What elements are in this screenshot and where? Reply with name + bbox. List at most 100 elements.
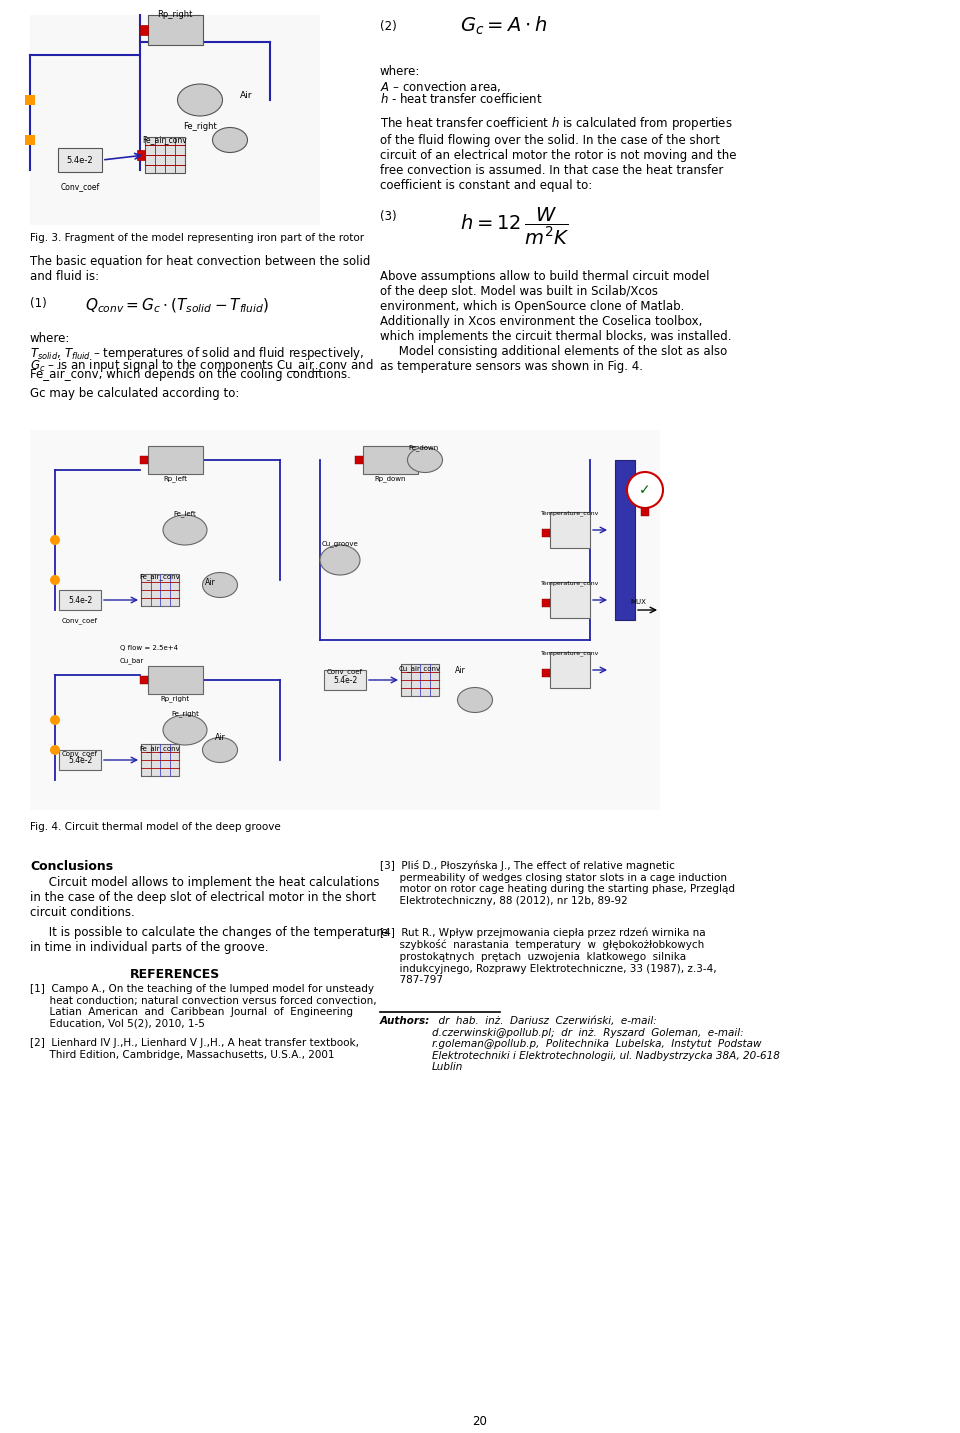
FancyBboxPatch shape [148, 14, 203, 44]
Text: 5.4e-2: 5.4e-2 [66, 156, 93, 165]
Ellipse shape [178, 85, 223, 116]
FancyBboxPatch shape [363, 446, 418, 474]
Ellipse shape [407, 447, 443, 473]
Bar [550, 512, 590, 547]
Text: Conv_coef: Conv_coef [327, 668, 363, 675]
Ellipse shape [203, 573, 237, 598]
Text: It is possible to calculate the changes of the temperature
in time in individual: It is possible to calculate the changes … [30, 926, 389, 954]
Text: $Q_{conv} = G_c \cdot (T_{solid} - T_{fluid})$: $Q_{conv} = G_c \cdot (T_{solid} - T_{fl… [85, 297, 270, 315]
Bar [139, 24, 148, 34]
Text: Rp_right: Rp_right [160, 695, 189, 702]
Text: 5.4e-2: 5.4e-2 [68, 596, 92, 605]
Bar [141, 575, 179, 606]
Text: $T_{solid}$, $T_{fluid}$ – temperatures of solid and fluid respectively,: $T_{solid}$, $T_{fluid}$ – temperatures … [30, 345, 364, 363]
Text: (2): (2) [380, 20, 396, 33]
Bar [542, 669, 550, 676]
Text: Temperature_conv: Temperature_conv [540, 510, 599, 516]
Bar [30, 14, 320, 225]
Text: Above assumptions allow to build thermal circuit model
of the deep slot. Model w: Above assumptions allow to build thermal… [380, 269, 732, 373]
Text: $h = 12\,\dfrac{W}{m^2 K}$: $h = 12\,\dfrac{W}{m^2 K}$ [460, 205, 569, 246]
Text: Temperature_conv: Temperature_conv [540, 651, 599, 656]
Text: Air: Air [205, 577, 216, 586]
Bar [550, 652, 590, 688]
Bar [139, 456, 148, 464]
Text: where:: where: [380, 64, 420, 77]
Bar [401, 663, 439, 696]
Text: Fe_air_conv: Fe_air_conv [139, 745, 180, 752]
Ellipse shape [320, 545, 360, 575]
Bar [137, 150, 145, 160]
Text: 5.4e-2: 5.4e-2 [68, 755, 92, 764]
Text: Rp_right: Rp_right [157, 10, 193, 19]
FancyBboxPatch shape [58, 148, 102, 172]
Text: Fe_left: Fe_left [174, 510, 197, 517]
Bar [615, 460, 635, 620]
Text: Rp_down: Rp_down [374, 476, 406, 481]
FancyBboxPatch shape [148, 666, 203, 694]
Text: Authors:: Authors: [380, 1016, 430, 1026]
Text: The basic equation for heat convection between the solid
and fluid is:: The basic equation for heat convection b… [30, 255, 371, 282]
Text: [1]  Campo A., On the teaching of the lumped model for unsteady
      heat condu: [1] Campo A., On the teaching of the lum… [30, 984, 376, 1029]
Text: Cu_bar: Cu_bar [120, 656, 144, 663]
Bar [542, 529, 550, 537]
Text: (3): (3) [380, 211, 396, 224]
Text: Fe_right: Fe_right [171, 709, 199, 716]
Ellipse shape [458, 688, 492, 712]
Bar [30, 430, 660, 810]
Text: $A$ – convection area,: $A$ – convection area, [380, 79, 501, 95]
Text: (1): (1) [30, 297, 47, 310]
FancyBboxPatch shape [59, 590, 101, 610]
Text: Fe_down: Fe_down [408, 444, 439, 451]
Text: Fe_right: Fe_right [183, 122, 217, 130]
Bar [145, 138, 185, 173]
Text: ✓: ✓ [639, 483, 651, 497]
Text: Circuit model allows to implement the heat calculations
in the case of the deep : Circuit model allows to implement the he… [30, 876, 379, 919]
Circle shape [50, 535, 60, 545]
Text: [2]  Lienhard IV J.,H., Lienhard V J.,H., A heat transfer textbook,
      Third : [2] Lienhard IV J.,H., Lienhard V J.,H.,… [30, 1037, 359, 1059]
Text: Air: Air [215, 734, 226, 742]
Bar [641, 509, 649, 516]
Text: 20: 20 [472, 1414, 488, 1429]
Ellipse shape [203, 738, 237, 762]
Bar [25, 95, 35, 105]
Ellipse shape [212, 128, 248, 152]
Text: $G_c = A \cdot h$: $G_c = A \cdot h$ [460, 14, 547, 37]
Text: Gc may be calculated according to:: Gc may be calculated according to: [30, 387, 239, 400]
Circle shape [627, 471, 663, 509]
Text: Conv_coef: Conv_coef [62, 618, 98, 623]
Text: Fig. 3. Fragment of the model representing iron part of the rotor: Fig. 3. Fragment of the model representi… [30, 234, 364, 244]
Text: MUX: MUX [630, 599, 646, 605]
Text: dr  hab.  inż.  Dariusz  Czerwiński,  e-mail:
d.czerwinski@pollub.pl;  dr  inż. : dr hab. inż. Dariusz Czerwiński, e-mail:… [432, 1016, 780, 1072]
Text: Air: Air [240, 90, 252, 99]
Text: Conv_coef: Conv_coef [60, 182, 100, 191]
Text: Fe_air_conv, which depends on the cooling conditions.: Fe_air_conv, which depends on the coolin… [30, 368, 350, 381]
FancyBboxPatch shape [324, 671, 366, 691]
Bar [141, 744, 179, 777]
Bar [139, 676, 148, 684]
Text: Conclusions: Conclusions [30, 860, 113, 873]
Bar [550, 582, 590, 618]
Text: [3]  Pliś D., Płoszyńska J., The effect of relative magnetic
      permeability : [3] Pliś D., Płoszyńska J., The effect o… [380, 860, 735, 906]
Text: The heat transfer coefficient $h$ is calculated from properties
of the fluid flo: The heat transfer coefficient $h$ is cal… [380, 115, 736, 192]
Bar [354, 456, 363, 464]
Text: 5.4e-2: 5.4e-2 [333, 675, 357, 685]
Bar [542, 599, 550, 608]
Text: Conv_coef: Conv_coef [62, 749, 98, 757]
Text: Cu_air_conv: Cu_air_conv [399, 665, 441, 672]
Text: Fig. 4. Circuit thermal model of the deep groove: Fig. 4. Circuit thermal model of the dee… [30, 823, 280, 833]
Text: where:: where: [30, 332, 70, 345]
Text: REFERENCES: REFERENCES [130, 969, 220, 982]
Circle shape [50, 575, 60, 585]
Text: [4]  Rut R., Wpływ przejmowania ciepła przez rdzeń wirnika na
      szybkość  na: [4] Rut R., Wpływ przejmowania ciepła pr… [380, 927, 716, 984]
FancyBboxPatch shape [148, 446, 203, 474]
Text: Fe_air_conv: Fe_air_conv [143, 135, 187, 143]
Circle shape [50, 715, 60, 725]
Text: $h$ - heat transfer coefficient: $h$ - heat transfer coefficient [380, 92, 542, 106]
Text: Temperature_conv: Temperature_conv [540, 580, 599, 586]
Text: Rp_left: Rp_left [163, 476, 187, 481]
Circle shape [50, 745, 60, 755]
Text: Cu_groove: Cu_groove [322, 540, 358, 547]
Ellipse shape [163, 715, 207, 745]
FancyBboxPatch shape [59, 749, 101, 770]
Ellipse shape [163, 514, 207, 545]
